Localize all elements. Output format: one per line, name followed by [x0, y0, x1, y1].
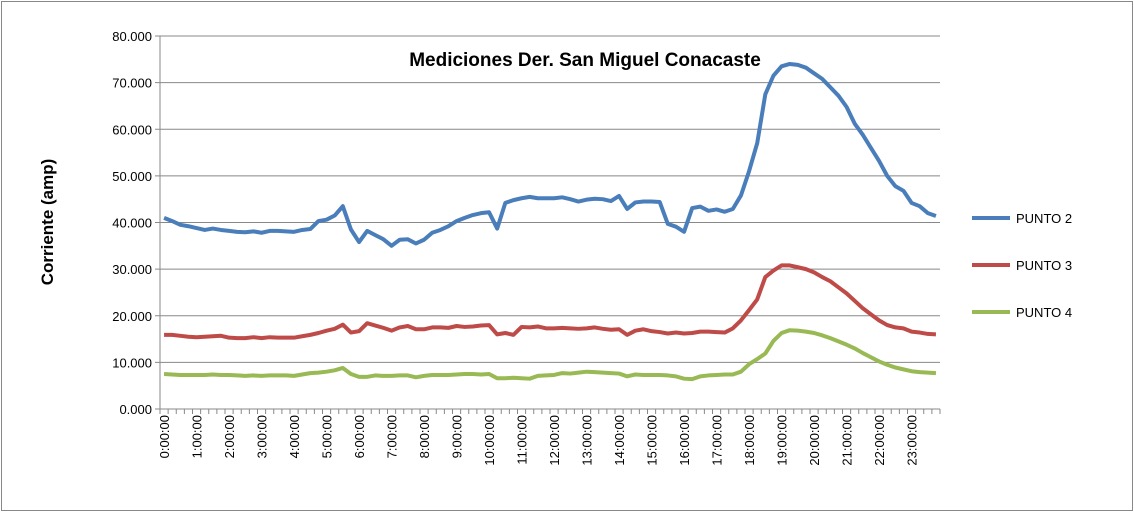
x-tick-label: 16:00:00: [677, 415, 692, 466]
legend-label: PUNTO 4: [1016, 305, 1072, 320]
x-tick-label: 10:00:00: [482, 415, 497, 466]
x-tick-label: 2:00:00: [222, 415, 237, 458]
x-tick-label: 17:00:00: [710, 415, 725, 466]
x-tick-label: 14:00:00: [612, 415, 627, 466]
y-tick-label: 60.000: [112, 122, 152, 137]
x-tick-label: 6:00:00: [352, 415, 367, 458]
y-tick-label: 30.000: [112, 262, 152, 277]
x-tick-label: 9:00:00: [450, 415, 465, 458]
x-tick-label: 7:00:00: [385, 415, 400, 458]
y-axis-label: Corriente (amp): [38, 159, 57, 286]
x-tick-label: 1:00:00: [190, 415, 205, 458]
x-tick-label: 22:00:00: [872, 415, 887, 466]
y-tick-label: 20.000: [112, 309, 152, 324]
x-tick-label: 11:00:00: [515, 415, 530, 465]
x-tick-label: 8:00:00: [417, 415, 432, 458]
y-tick-label: 40.000: [112, 216, 152, 231]
y-tick-label: 0.000: [119, 402, 152, 417]
x-tick-label: 0:00:00: [157, 415, 172, 458]
y-tick-label: 80.000: [112, 29, 152, 44]
series-line: [163, 328, 937, 382]
x-tick-label: 19:00:00: [775, 415, 790, 466]
y-tick-label: 70.000: [112, 76, 152, 91]
series-line: [164, 263, 937, 341]
x-tick-label: 4:00:00: [287, 415, 302, 458]
x-tick-label: 23:00:00: [905, 415, 920, 466]
x-tick-label: 15:00:00: [645, 415, 660, 466]
legend-label: PUNTO 2: [1016, 211, 1072, 226]
y-tick-label: 10.000: [112, 355, 152, 370]
legend-label: PUNTO 3: [1016, 258, 1072, 273]
x-tick-label: 20:00:00: [807, 415, 822, 466]
x-tick-label: 18:00:00: [742, 415, 757, 466]
x-tick-label: 5:00:00: [320, 415, 335, 458]
x-tick-label: 13:00:00: [580, 415, 595, 466]
x-tick-label: 21:00:00: [840, 415, 855, 466]
x-tick-label: 3:00:00: [255, 415, 270, 458]
y-tick-label: 50.000: [112, 169, 152, 184]
series-line: [163, 61, 937, 248]
x-tick-label: 12:00:00: [547, 415, 562, 466]
chart-title: Mediciones Der. San Miguel Conacaste: [409, 50, 761, 71]
